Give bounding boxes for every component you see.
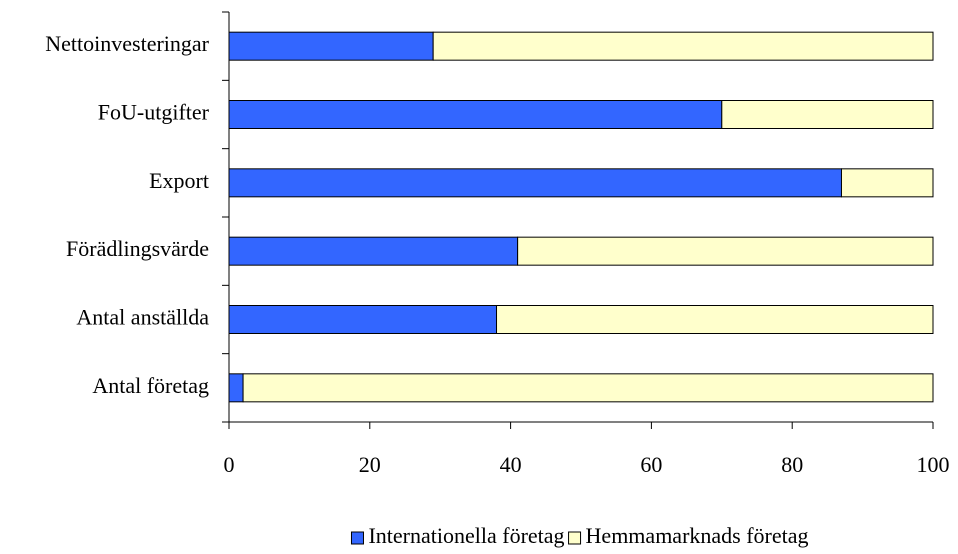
bar-segment — [840, 168, 934, 198]
bar-segment — [432, 31, 934, 61]
bar-segment — [228, 305, 498, 334]
y-tick-label: Antal företag — [92, 373, 209, 398]
x-tick-label: 80 — [781, 452, 803, 477]
bar-segment — [242, 373, 934, 403]
bar-segment — [228, 168, 842, 198]
y-tick-label: Antal anställda — [76, 305, 209, 330]
legend-label: Internationella företag — [368, 523, 564, 548]
bar-segment — [228, 236, 519, 266]
y-tick-label: Export — [149, 168, 209, 193]
x-tick-label: 20 — [359, 452, 381, 477]
bar-segment — [228, 100, 723, 129]
legend-swatch — [568, 531, 582, 545]
bar-segment — [228, 373, 244, 403]
x-tick-label: 100 — [917, 452, 950, 477]
bar-segment — [496, 305, 934, 334]
y-tick-label: Nettoinvesteringar — [45, 31, 209, 56]
x-tick-label: 40 — [500, 452, 522, 477]
bar-segment — [517, 236, 934, 266]
y-tick-label: FoU-utgifter — [98, 100, 210, 125]
x-tick-label: 0 — [224, 452, 235, 477]
legend-swatch — [350, 531, 364, 545]
y-tick-label: Förädlingsvärde — [66, 236, 209, 261]
x-tick-label: 60 — [640, 452, 662, 477]
legend-label: Hemmamarknads företag — [586, 523, 809, 548]
bar-segment — [228, 31, 434, 61]
bar-segment — [721, 100, 934, 129]
